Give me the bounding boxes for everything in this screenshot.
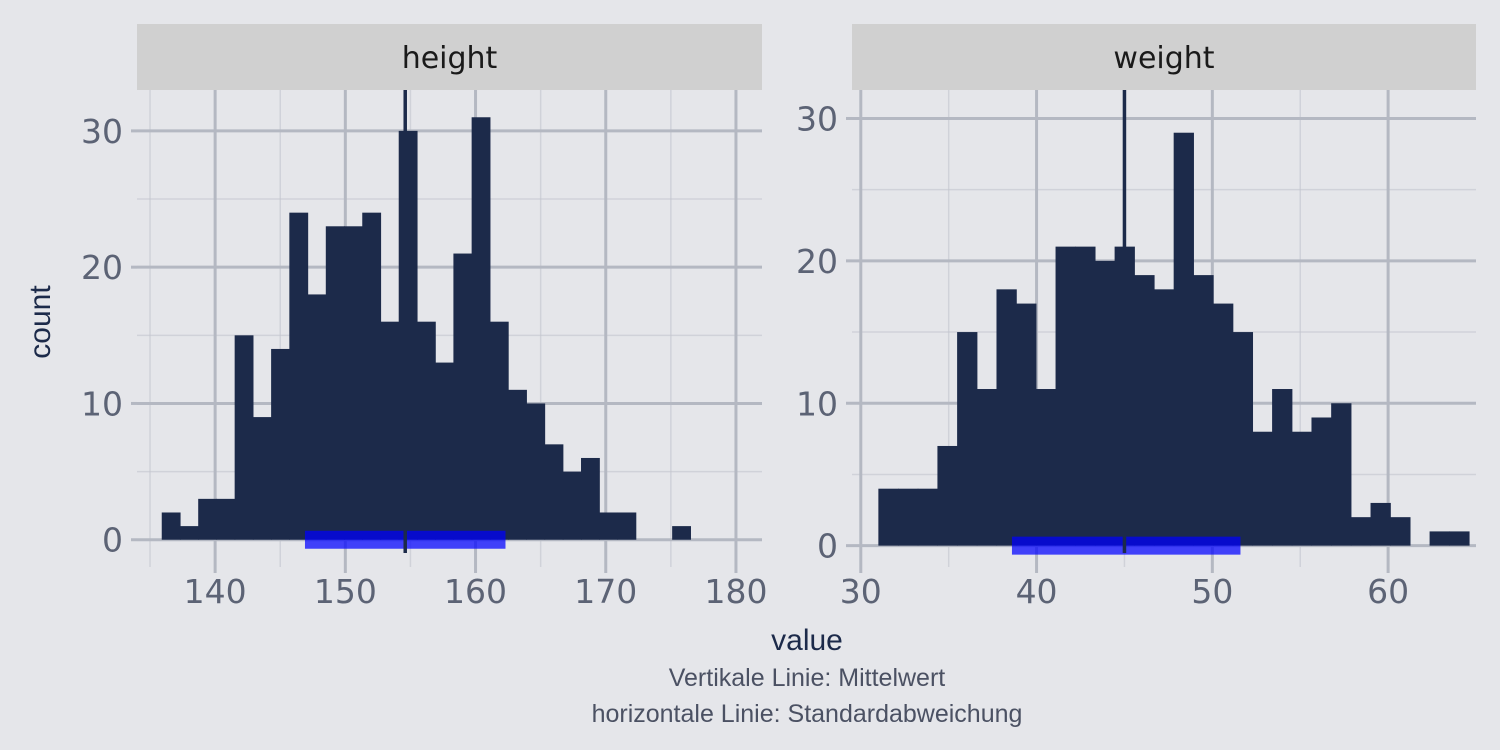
histogram-bar	[453, 253, 473, 540]
histogram-bar	[1055, 246, 1076, 546]
x-tick-label: 170	[574, 572, 637, 611]
facet-strip	[137, 24, 762, 90]
histogram-bar	[1232, 332, 1254, 546]
histogram-bar	[898, 488, 919, 546]
histogram-bar	[471, 117, 491, 540]
panel-weight: weight 30 40 50 60 0 10 20 30	[796, 24, 1476, 611]
panel-height: height 140 150 160 170 180 0 10 20 30	[81, 24, 767, 611]
facet-strip	[852, 24, 1476, 90]
y-tick-label: 10	[81, 384, 123, 423]
caption-line-1: Vertikale Linie: Mittelwert	[669, 664, 946, 692]
histogram-bar	[435, 362, 455, 540]
histogram-bar	[1390, 517, 1411, 546]
histogram-bar	[957, 332, 978, 546]
y-tick-label: 0	[817, 527, 838, 566]
histogram-bar	[562, 471, 582, 540]
histogram-bar	[362, 212, 382, 540]
histogram-bar	[198, 498, 218, 540]
y-tick-label: 10	[796, 384, 838, 423]
histogram-bar	[599, 512, 619, 540]
histogram-bar	[1311, 417, 1332, 546]
histogram-bar	[581, 457, 600, 540]
histogram-bar	[161, 512, 181, 540]
histogram-bar	[617, 512, 637, 540]
x-tick-label: 160	[444, 572, 507, 611]
x-axis-title: value	[771, 624, 843, 657]
histogram-bar	[1252, 431, 1273, 546]
histogram-bar	[878, 488, 899, 546]
x-tick-label: 180	[704, 572, 767, 611]
y-tick-label: 20	[81, 248, 123, 287]
histogram-bar	[1331, 403, 1352, 546]
histogram-bar	[1035, 389, 1057, 546]
y-tick-label: 30	[81, 112, 123, 151]
histogram-bar	[416, 321, 436, 540]
histogram-bar	[1094, 260, 1116, 546]
histogram-bar	[307, 294, 327, 540]
histogram-bar	[179, 526, 199, 540]
histogram-bar	[917, 488, 939, 546]
histogram-bar	[252, 417, 272, 540]
histogram-bar	[398, 130, 418, 540]
histogram-bar	[1449, 531, 1470, 546]
histogram-bar	[1291, 431, 1313, 546]
x-tick-label: 40	[1016, 572, 1058, 611]
histogram-bar	[489, 321, 509, 540]
histogram-bar	[526, 403, 546, 540]
sd-band	[1011, 536, 1241, 555]
y-tick-label: 30	[796, 99, 838, 138]
histogram-bar	[1272, 389, 1293, 546]
histogram-bar	[325, 226, 345, 540]
histogram-bar	[1153, 289, 1175, 546]
facet-panels: height 140 150 160 170 180 0 10 20 30 weight 30 40 50…	[81, 24, 1476, 611]
x-tick-label: 60	[1367, 572, 1409, 611]
histogram-bar	[344, 226, 363, 540]
y-tick-label: 0	[102, 521, 123, 560]
histogram-bar	[1370, 502, 1391, 546]
x-tick-label: 140	[184, 572, 247, 611]
histogram-bar	[1350, 517, 1372, 546]
x-tick-label: 50	[1191, 572, 1233, 611]
histogram-bar	[976, 389, 998, 546]
histogram-bar	[1173, 132, 1194, 546]
caption-line-2: horizontale Linie: Standardabweichung	[592, 700, 1023, 728]
histogram-bar	[1134, 275, 1155, 546]
histogram-bar	[1016, 303, 1037, 546]
histogram-bar	[289, 212, 309, 540]
histogram-bar	[380, 321, 400, 540]
x-tick-label: 150	[314, 572, 377, 611]
x-tick-label: 30	[840, 572, 882, 611]
histogram-bar	[1193, 275, 1214, 546]
histogram-bar	[1213, 303, 1234, 546]
histogram-bar	[672, 526, 691, 540]
histogram-bar	[937, 445, 958, 546]
histogram-bar	[544, 444, 564, 540]
facet-strip-label: height	[402, 41, 498, 76]
histogram-bar	[234, 335, 254, 540]
histogram-bar	[1429, 531, 1450, 546]
histogram-bar	[271, 348, 290, 540]
histogram-bar	[216, 498, 236, 540]
facet-strip-label: weight	[1113, 41, 1214, 76]
histogram-bar	[996, 289, 1017, 546]
y-axis-title: count	[24, 285, 57, 359]
y-tick-label: 20	[796, 242, 838, 281]
histogram-bar	[1075, 246, 1096, 546]
histogram-bar	[508, 389, 527, 540]
